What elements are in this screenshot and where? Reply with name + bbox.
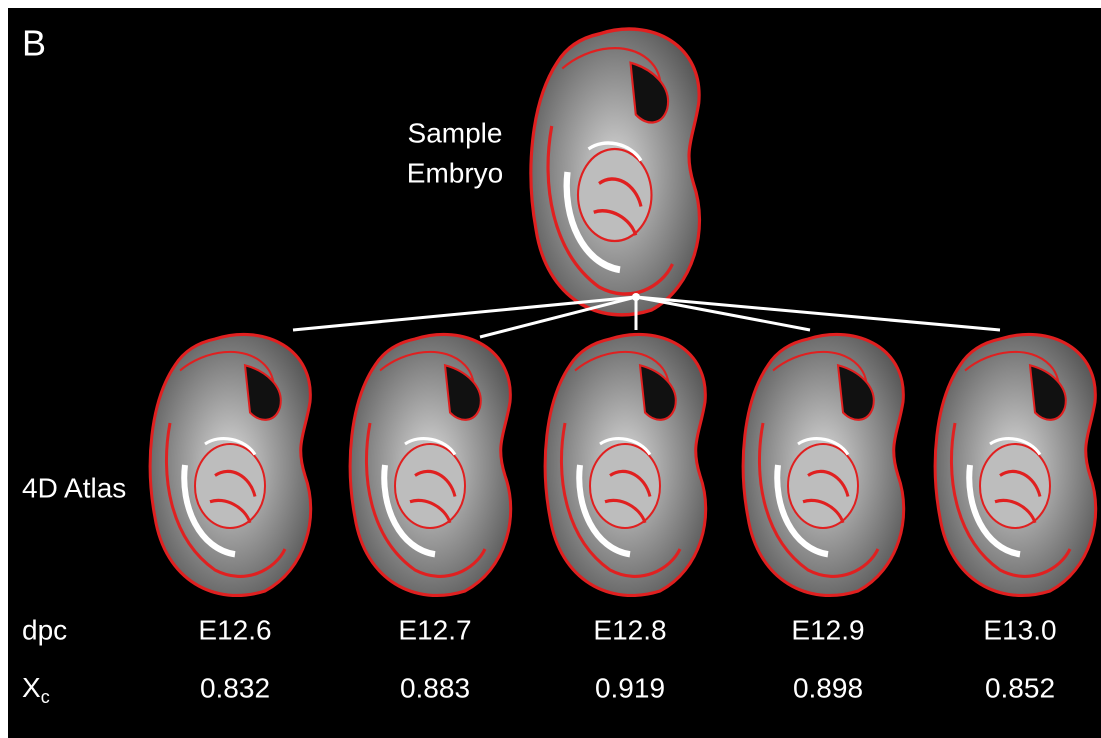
branch-point — [632, 293, 640, 301]
atlas-embryo — [150, 334, 311, 595]
atlas-embryo — [935, 334, 1096, 595]
dpc-value: E12.7 — [398, 614, 471, 645]
sample-label: Sample — [408, 117, 503, 148]
dpc-value: E12.8 — [593, 614, 666, 645]
panel-label: B — [22, 23, 46, 64]
xc-value: 0.919 — [595, 672, 665, 703]
dpc-value: E12.9 — [791, 614, 864, 645]
xc-value: 0.883 — [400, 672, 470, 703]
figure: B Sample Embryo 4D Atlas dpc Xc E12.60.8… — [0, 0, 1101, 738]
atlas-embryo — [743, 334, 904, 595]
dpc-value: E12.6 — [198, 614, 271, 645]
atlas-embryo — [350, 334, 511, 595]
dpc-label: dpc — [22, 614, 67, 645]
atlas-embryo — [545, 334, 706, 595]
dpc-value: E13.0 — [983, 614, 1056, 645]
xc-value: 0.898 — [793, 672, 863, 703]
xc-value: 0.852 — [985, 672, 1055, 703]
sample-embryo — [531, 29, 700, 315]
xc-value: 0.832 — [200, 672, 270, 703]
atlas-label: 4D Atlas — [22, 472, 126, 503]
sample-label: Embryo — [407, 157, 503, 188]
